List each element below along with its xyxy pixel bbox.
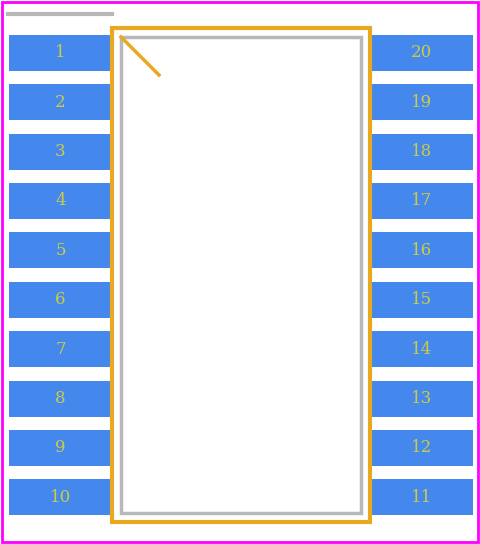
Bar xyxy=(370,479,473,515)
Text: 16: 16 xyxy=(411,242,432,259)
Text: 19: 19 xyxy=(411,94,432,110)
Text: 10: 10 xyxy=(50,489,71,506)
Bar xyxy=(9,331,112,367)
Bar xyxy=(112,28,370,522)
Bar xyxy=(9,380,112,417)
Text: 5: 5 xyxy=(55,242,66,259)
Text: 17: 17 xyxy=(411,193,432,209)
Text: 13: 13 xyxy=(411,390,432,407)
Text: 20: 20 xyxy=(411,44,432,61)
Bar xyxy=(370,331,473,367)
Bar xyxy=(9,183,112,219)
Bar xyxy=(370,183,473,219)
Text: 11: 11 xyxy=(411,489,432,506)
Text: 6: 6 xyxy=(55,291,66,308)
Text: 8: 8 xyxy=(55,390,66,407)
Text: 7: 7 xyxy=(55,341,66,357)
Bar xyxy=(370,35,473,71)
Bar xyxy=(370,133,473,170)
Bar xyxy=(9,430,112,466)
Text: 18: 18 xyxy=(411,143,432,160)
Bar xyxy=(9,84,112,120)
Bar xyxy=(9,133,112,170)
Text: 4: 4 xyxy=(55,193,66,209)
Bar xyxy=(370,232,473,268)
Bar xyxy=(121,37,361,513)
Bar xyxy=(370,84,473,120)
Text: 9: 9 xyxy=(55,440,66,456)
Text: 12: 12 xyxy=(411,440,432,456)
Bar xyxy=(9,479,112,515)
Text: 15: 15 xyxy=(411,291,432,308)
Text: 2: 2 xyxy=(55,94,66,110)
Text: 3: 3 xyxy=(55,143,66,160)
Text: 1: 1 xyxy=(55,44,66,61)
Bar xyxy=(370,430,473,466)
Bar xyxy=(370,282,473,318)
Bar xyxy=(9,282,112,318)
Bar xyxy=(370,380,473,417)
Bar xyxy=(9,232,112,268)
Bar xyxy=(9,35,112,71)
Text: 14: 14 xyxy=(411,341,432,357)
